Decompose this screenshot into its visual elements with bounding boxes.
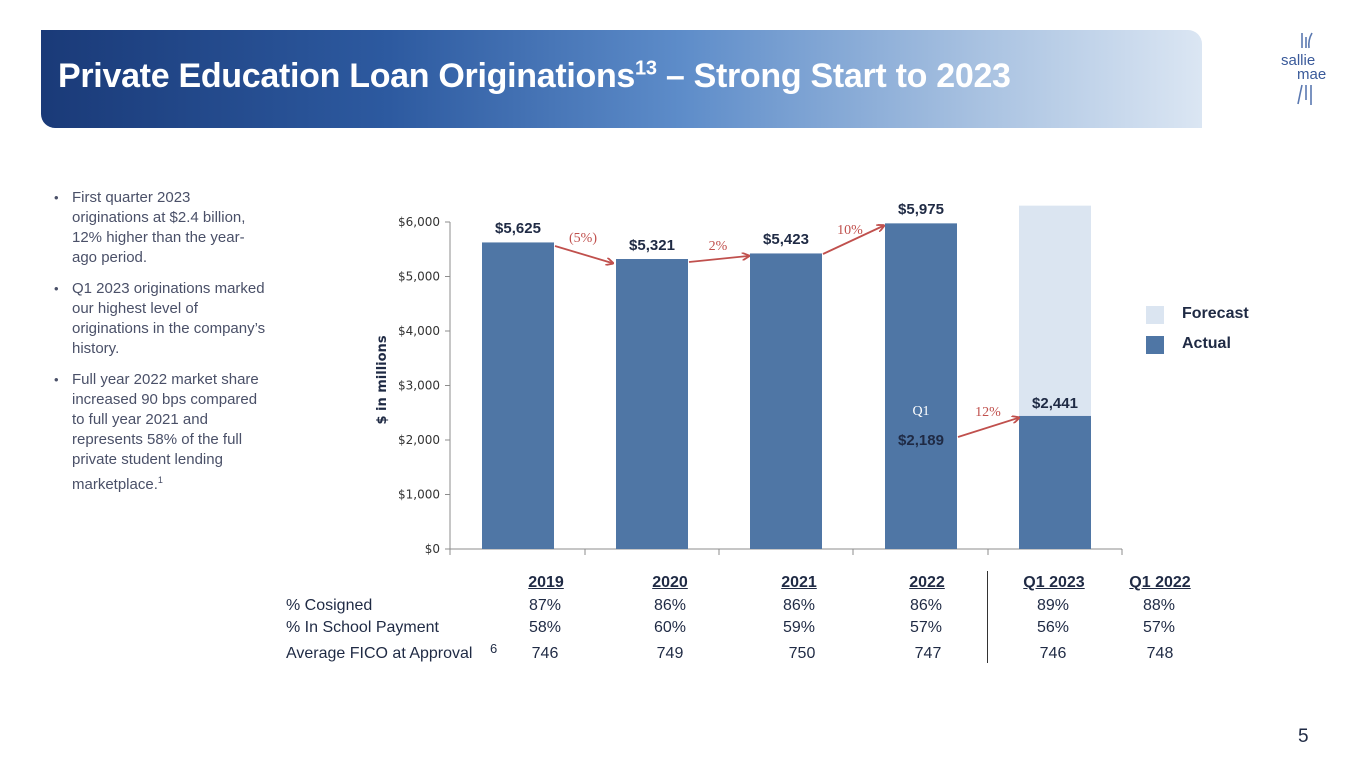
growth-label: (5%) <box>569 231 597 246</box>
actual-bar <box>616 259 688 549</box>
bullet-item: First quarter 2023 originations at $2.4 … <box>54 188 269 268</box>
page-title: Private Education Loan Originations13 – … <box>58 57 1011 96</box>
actual-bar <box>482 242 554 549</box>
title-banner <box>41 30 1202 128</box>
table-cell: 60% <box>653 619 687 636</box>
y-tick-label: $2,000 <box>398 433 440 447</box>
legend-actual-swatch <box>1146 336 1164 354</box>
y-tick-label: $4,000 <box>398 324 440 338</box>
table-cell: 57% <box>909 619 943 636</box>
growth-label: 10% <box>837 223 863 238</box>
table-footnote: 6 <box>490 641 498 656</box>
legend-actual-label: Actual <box>1182 335 1231 352</box>
y-axis-label: $ in millions <box>375 335 390 424</box>
sallie-mae-logo: sallie mae <box>1278 30 1336 110</box>
actual-bar <box>750 253 822 549</box>
growth-arrow <box>688 256 748 263</box>
bullet-list: First quarter 2023 originations at $2.4 … <box>54 188 269 506</box>
bullet-footnote: 1 <box>157 475 163 485</box>
table-row-label: % Cosigned <box>286 597 373 614</box>
table-row-label: % In School Payment <box>286 619 439 636</box>
y-tick-label: $1,000 <box>398 488 440 502</box>
table-cell: 56% <box>1036 619 1070 636</box>
table-cell: 749 <box>656 645 684 662</box>
bar-value-label: $2,441 <box>1032 395 1078 412</box>
logo-text-2: mae <box>1297 66 1327 83</box>
table-row-label: Average FICO at Approval <box>286 645 473 662</box>
table-header: 2021 <box>781 574 817 591</box>
logo-text-1: sallie <box>1281 52 1316 69</box>
table-cell: 746 <box>531 645 559 662</box>
y-tick-label: $3,000 <box>398 379 440 393</box>
table-cell: 746 <box>1039 645 1067 662</box>
table-cell: 59% <box>782 619 816 636</box>
y-tick-label: $5,000 <box>398 270 440 284</box>
table-cell: 89% <box>1036 597 1070 614</box>
title-suffix: – Strong Start to 2023 <box>656 57 1011 95</box>
bar-value-label: $5,423 <box>763 231 809 248</box>
table-header: Q1 2022 <box>1129 574 1191 591</box>
growth-arrow <box>822 226 883 255</box>
q1-2022-value-label: $2,189 <box>898 432 944 449</box>
growth-label: 2% <box>709 239 728 254</box>
table-header: Q1 2023 <box>1023 574 1085 591</box>
table-header: 2022 <box>909 574 945 591</box>
table-cell: 86% <box>782 597 816 614</box>
actual-bar <box>1019 415 1091 549</box>
table-cell: 748 <box>1146 645 1174 662</box>
table-cell: 58% <box>528 619 562 636</box>
table-cell: 86% <box>909 597 943 614</box>
q1-inner-label: Q1 <box>912 404 929 419</box>
table-cell: 87% <box>528 597 562 614</box>
bar-value-label: $5,625 <box>495 220 541 237</box>
bullet-item: Q1 2023 originations marked our highest … <box>54 279 269 359</box>
growth-label: 12% <box>975 405 1001 420</box>
table-cell: 57% <box>1142 619 1176 636</box>
bar-value-label: $5,975 <box>898 201 944 218</box>
actual-bar <box>885 223 957 550</box>
title-main: Private Education Loan Originations <box>58 57 636 95</box>
table-cell: 750 <box>788 645 816 662</box>
growth-arrow <box>554 245 612 263</box>
table-header: 2019 <box>528 574 564 591</box>
table-cell: 88% <box>1142 597 1176 614</box>
logo-marks <box>1297 32 1313 105</box>
legend-forecast-label: Forecast <box>1182 305 1249 322</box>
bar-value-label: $5,321 <box>629 237 675 254</box>
legend-forecast-swatch <box>1146 306 1164 324</box>
y-tick-label: $6,000 <box>398 215 440 229</box>
table-cell: 747 <box>914 645 942 662</box>
table-divider <box>987 571 988 663</box>
table-cell: 86% <box>653 597 687 614</box>
y-tick-label: $0 <box>425 542 440 556</box>
bullet-item: Full year 2022 market share increased 90… <box>54 370 269 495</box>
growth-arrow <box>957 418 1018 438</box>
page-number: 5 <box>1298 726 1309 747</box>
title-footnote: 13 <box>635 57 657 80</box>
table-header: 2020 <box>652 574 688 591</box>
